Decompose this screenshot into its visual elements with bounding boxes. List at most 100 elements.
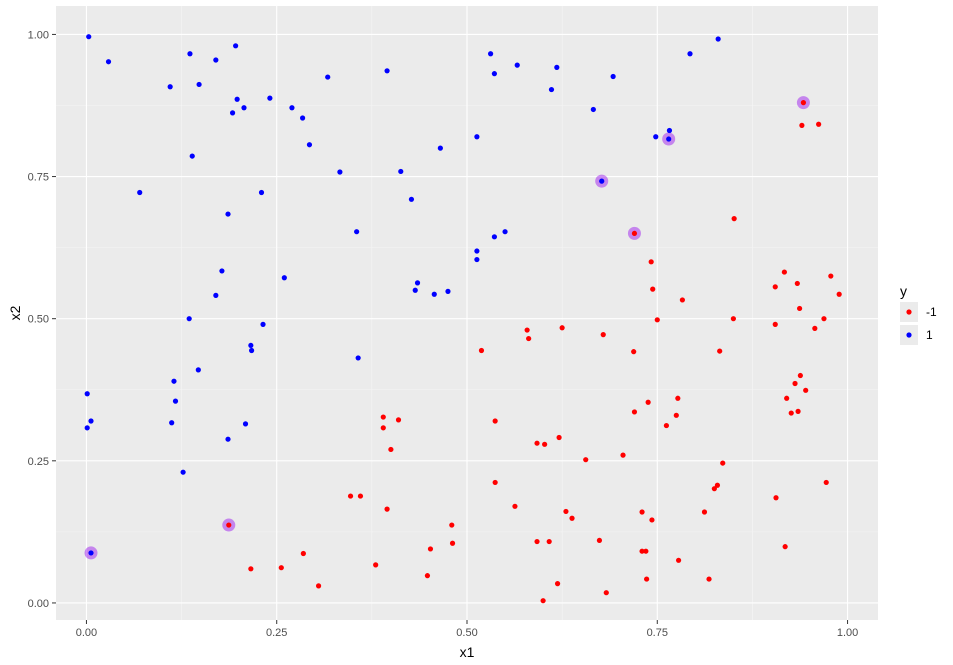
point-class-pos [666, 136, 672, 142]
point-class-neg [795, 408, 801, 414]
point-class-pos [715, 36, 721, 42]
point-class-pos [88, 418, 94, 424]
point-class-pos [169, 420, 175, 426]
point-class-neg [828, 273, 834, 279]
point-class-pos [137, 189, 143, 196]
point-class-neg [357, 493, 364, 499]
point-class-pos [355, 355, 361, 361]
point-class-pos [474, 134, 480, 140]
point-class-neg [663, 422, 670, 429]
point-class-neg [347, 493, 354, 499]
x-axis-ticks: 0.00 0.25 0.50 0.75 1.00 [76, 620, 858, 639]
legend-marker-pos [906, 332, 912, 338]
point-class-neg [492, 479, 498, 486]
point-class-neg [512, 503, 518, 509]
point-class-pos [258, 189, 265, 196]
point-class-neg [821, 316, 827, 322]
point-class-neg [373, 562, 379, 568]
point-class-neg [800, 100, 807, 106]
legend-label-pos: 1 [926, 328, 933, 342]
point-class-neg [773, 495, 779, 501]
point-class-neg [492, 418, 498, 424]
point-class-pos [248, 342, 254, 349]
point-class-pos [225, 211, 231, 217]
point-class-pos [171, 378, 177, 384]
point-class-neg [384, 506, 390, 512]
point-class-neg [424, 573, 431, 579]
y-tick-label: 0.00 [28, 598, 49, 610]
legend: y -1 1 [900, 283, 937, 345]
point-class-neg [631, 349, 637, 355]
point-class-pos [610, 73, 616, 80]
point-class-pos [225, 436, 231, 442]
point-class-neg [278, 565, 284, 571]
x-tick-label: 0.50 [456, 627, 477, 639]
x-tick-label: 1.00 [837, 627, 858, 639]
point-class-neg [542, 441, 548, 447]
point-class-neg [639, 548, 645, 554]
point-class-pos [180, 469, 186, 475]
point-class-pos [687, 51, 693, 57]
point-class-neg [644, 576, 650, 582]
point-class-pos [267, 95, 273, 101]
point-class-pos [167, 84, 173, 90]
point-class-neg [711, 486, 717, 492]
y-tick-label: 0.25 [28, 456, 49, 468]
point-class-neg [645, 399, 651, 405]
point-class-pos [242, 421, 249, 427]
point-class-pos [384, 68, 390, 74]
point-class-neg [731, 216, 737, 222]
point-class-pos [414, 280, 421, 286]
point-class-neg [449, 540, 456, 546]
point-class-pos [548, 86, 555, 93]
point-class-neg [717, 348, 723, 354]
point-class-neg [803, 387, 809, 393]
point-class-neg [701, 509, 708, 515]
point-class-neg [788, 410, 794, 416]
point-class-neg [631, 230, 638, 237]
point-class-neg [650, 286, 656, 292]
point-class-neg [673, 412, 679, 418]
point-class-neg [380, 425, 386, 431]
y-tick-label: 0.75 [28, 172, 49, 184]
point-class-neg [675, 557, 682, 563]
point-class-neg [649, 517, 655, 523]
point-class-pos [502, 229, 508, 235]
point-class-neg [315, 583, 322, 589]
point-class-neg [792, 380, 798, 387]
point-class-pos [86, 34, 92, 40]
x-tick-label: 0.00 [76, 627, 97, 639]
grid-lines [56, 6, 878, 620]
point-class-neg [554, 581, 561, 587]
legend-label-neg: -1 [926, 305, 937, 319]
point-class-neg [300, 550, 306, 557]
point-class-pos [354, 229, 360, 235]
point-class-neg [556, 434, 562, 441]
point-class-neg [797, 305, 803, 312]
point-class-pos [229, 110, 236, 116]
point-class-neg [784, 395, 790, 401]
point-class-pos [186, 316, 192, 322]
legend-marker-neg [906, 309, 912, 315]
point-class-neg [380, 414, 386, 420]
point-class-pos [445, 288, 451, 294]
point-class-pos [325, 74, 331, 80]
point-class-neg [620, 452, 626, 458]
point-class-neg [648, 259, 654, 265]
point-class-neg [772, 321, 778, 327]
point-class-pos [431, 291, 437, 297]
point-class-pos [88, 550, 94, 556]
point-class-neg [714, 482, 721, 488]
y-axis-title: x2 [7, 305, 23, 320]
point-class-pos [554, 64, 560, 70]
point-class-neg [797, 372, 803, 379]
point-class-neg [720, 460, 726, 466]
x-tick-label: 0.25 [266, 627, 287, 639]
point-class-neg [226, 522, 232, 528]
point-class-neg [427, 546, 434, 552]
point-class-neg [600, 332, 606, 338]
point-class-neg [812, 325, 818, 331]
point-class-pos [281, 275, 287, 281]
point-class-pos [491, 71, 497, 77]
point-class-pos [599, 178, 605, 184]
